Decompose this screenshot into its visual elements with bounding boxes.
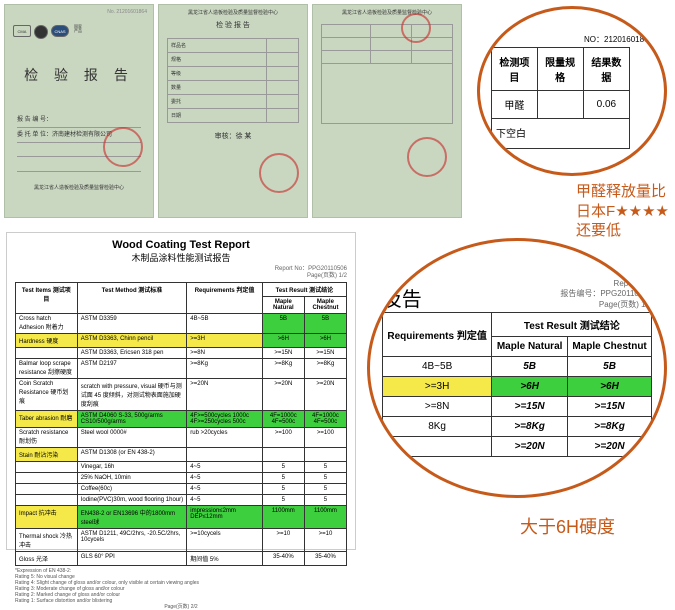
cert1-org-small: 国家产品 — [74, 25, 82, 39]
cert1-org: 黑龙江省人造板检验及质量监督检验中心 — [17, 184, 141, 193]
cert2-table: 样品名 规格 等级 数量 委托 日期 — [167, 38, 299, 123]
cert2-cell: 规格 — [168, 53, 267, 67]
zoom-circle-1: NO：21201601864 检测项目 限量规格 结果数据 甲醛 0.06 下空… — [477, 6, 667, 176]
cert2-cell: 日期 — [168, 109, 267, 123]
zoom1-number: NO：21201601864 — [491, 34, 653, 45]
report-no: Report No：PPG20110506 — [275, 266, 347, 272]
cnas-logo: CNAS — [51, 25, 69, 37]
zoom2-table: Requirements 判定值Test Result 测试结论Maple Na… — [382, 312, 652, 457]
zoom1-cell — [537, 90, 583, 118]
cert1-line: 报 告 编 号： — [17, 115, 141, 128]
zoom1-header: 限量规格 — [537, 47, 583, 90]
certificate-1: No. 21201601864 CMA CNAS 国家产品 检 验 报 告 报 … — [4, 4, 154, 218]
zoom1-table: 检测项目 限量规格 结果数据 甲醛 0.06 下空白 — [491, 47, 630, 149]
zoom1-header: 结果数据 — [583, 47, 630, 90]
cert2-cell — [267, 53, 299, 67]
cert1-title: 检 验 报 告 — [5, 65, 153, 85]
cert3-table — [321, 24, 453, 124]
cert3-cell — [322, 64, 453, 124]
report-title-en: Wood Coating Test Report — [15, 239, 347, 251]
test-report: Wood Coating Test Report 木制品涂料性能测试报告 Rep… — [6, 232, 356, 550]
cert2-title: 检 验 报 告 — [159, 20, 307, 30]
cert1-logos: CMA CNAS 国家产品 — [5, 19, 153, 45]
cert3-org: 黑龙江省人造板检验及质量监督检验中心 — [313, 5, 461, 16]
cert2-cell — [267, 95, 299, 109]
report-info: Report No：PPG20110506 Page(页数) 1/2 — [15, 266, 347, 280]
report-footer: *Expression of EN 438-2:Rating 5: No vis… — [15, 568, 347, 610]
zoom2-page: Page(页数) 1/2 — [599, 300, 652, 309]
ilac-logo — [34, 25, 48, 39]
certificate-2: 黑龙江省人造板检验及质量监督检验中心 检 验 报 告 样品名 规格 等级 数量 … — [158, 4, 308, 218]
cert1-number: No. 21201601864 — [5, 5, 153, 19]
cert2-cell: 样品名 — [168, 39, 267, 53]
caption-2: 大于6H硬度 — [520, 513, 615, 539]
zoom1-cell: 甲醛 — [492, 90, 538, 118]
zoom1-blank: 下空白 — [492, 118, 630, 148]
cert2-cell — [267, 81, 299, 95]
certificate-3: 黑龙江省人造板检验及质量监督检验中心 — [312, 4, 462, 218]
caption1-line: 甲醛释放量比 — [576, 182, 669, 202]
cert3-cell — [322, 38, 371, 51]
cert2-org: 黑龙江省人造板检验及质量监督检验中心 — [159, 5, 307, 16]
cert2-cell: 数量 — [168, 81, 267, 95]
cert3-cell — [322, 25, 371, 38]
cert3-cell — [412, 51, 453, 64]
red-stamp-icon — [103, 127, 143, 167]
cert3-cell — [322, 51, 371, 64]
red-stamp-icon — [401, 13, 431, 43]
caption1-line: 日本F★★★★ — [576, 202, 669, 222]
cert2-cell — [267, 109, 299, 123]
zoom1-header: 检测项目 — [492, 47, 538, 90]
red-stamp-icon — [259, 153, 299, 193]
cert2-cell: 等级 — [168, 67, 267, 81]
cert3-cell — [371, 51, 412, 64]
red-stamp-icon — [407, 137, 447, 177]
zoom-circle-2: 及告 Report No: 报告编号：PPG20110506 Page(页数) … — [367, 238, 667, 498]
cert2-cell — [267, 67, 299, 81]
report-page: Page(页数) 1/2 — [307, 273, 347, 279]
report-title-cn: 木制品涂料性能测试报告 — [15, 251, 347, 264]
zoom1-cell: 0.06 — [583, 90, 630, 118]
cert2-cell — [267, 39, 299, 53]
cma-logo: CMA — [13, 25, 31, 37]
cert2-cell: 委托 — [168, 95, 267, 109]
cert2-signature: 审核：徐 某 — [159, 131, 307, 141]
report-table: Test Items 测试项目Test Method 测试标准Requireme… — [15, 282, 347, 566]
